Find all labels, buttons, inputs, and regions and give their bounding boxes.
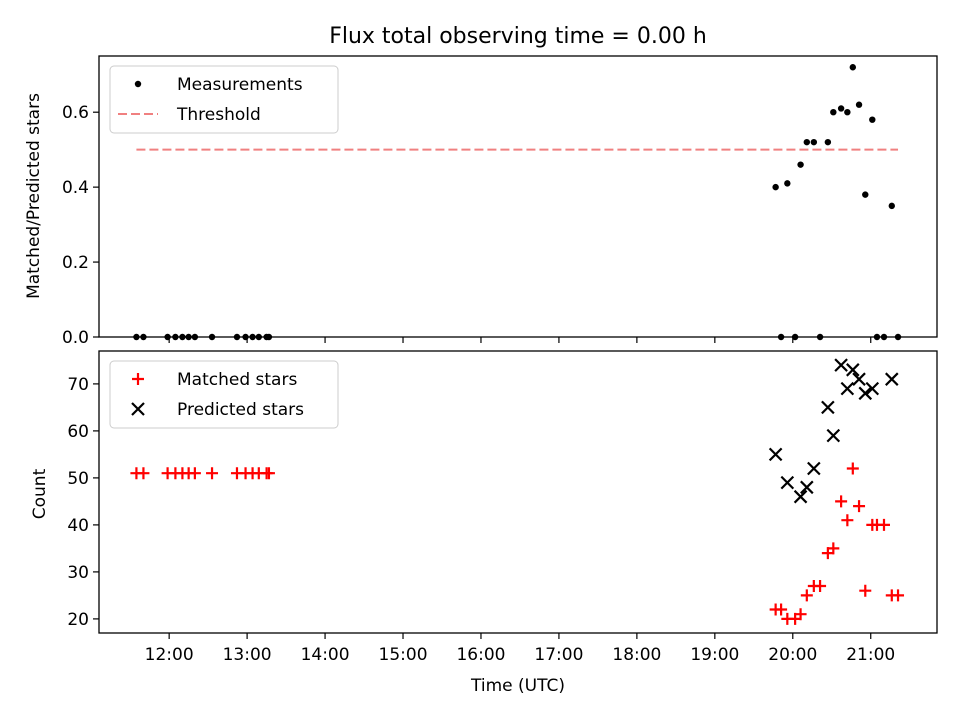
predicted-star-point — [768, 447, 783, 462]
predicted-star-point — [840, 381, 855, 396]
legend-matched-swatch — [132, 373, 144, 385]
measurement-point — [849, 64, 857, 71]
legend-label: Matched stars — [177, 370, 297, 390]
y-tick-label: 30 — [67, 563, 89, 583]
matched-star-point — [800, 589, 813, 602]
predicted-star-point — [800, 480, 814, 495]
legend-box — [109, 65, 339, 134]
measurement-point — [797, 161, 804, 168]
measurement-point — [837, 105, 845, 112]
measurement-point — [772, 183, 779, 191]
matched-star-point — [841, 514, 854, 527]
predicted-star-point — [780, 475, 795, 490]
matched-star-point — [827, 542, 840, 555]
matched-star-point — [775, 603, 788, 616]
bottom-panel: 20 30 40 50 60 70 12:00 13:00 14:00 15:00 16:00 17:… — [67, 350, 938, 665]
chart-title: Flux total observing time = 0.00 h — [329, 24, 707, 49]
axes-frame — [98, 350, 938, 634]
y-tick-label: 50 — [67, 469, 89, 489]
predicted-star-point — [858, 386, 873, 401]
legend-label: Measurements — [177, 75, 303, 95]
predicted-star-point — [793, 489, 808, 504]
matched-star-point — [853, 500, 866, 513]
x-tick-label: 21:00 — [846, 645, 895, 665]
x-tick-label: 14:00 — [301, 645, 350, 665]
top-panel: 0.0 0.2 0.4 0.6 Measurements Threshold — [62, 55, 938, 348]
x-tick-label: 16:00 — [456, 645, 505, 665]
legend-predicted-swatch — [131, 402, 145, 416]
x-tick-label: 19:00 — [690, 645, 739, 665]
y-tick-label: 0.2 — [62, 253, 89, 273]
y-tick-label: 60 — [67, 422, 89, 442]
matched-star-point — [188, 467, 201, 480]
matched-star-point — [206, 467, 219, 480]
measurement-point — [862, 191, 869, 198]
matched-star-point — [859, 584, 872, 597]
matched-star-point — [794, 608, 807, 621]
matched-star-point — [137, 467, 150, 480]
measurement-point — [888, 202, 895, 210]
y-tick-label: 40 — [67, 516, 89, 536]
matched-star-point — [892, 589, 905, 602]
predicted-star-point — [821, 400, 835, 415]
measurement-point — [824, 138, 832, 146]
legend-label: Predicted stars — [177, 400, 304, 420]
axes-frame — [98, 55, 938, 338]
measurement-point — [803, 138, 811, 146]
predicted-star-point — [865, 381, 880, 396]
matched-star-point — [262, 467, 275, 480]
x-tick-label: 13:00 — [223, 645, 272, 665]
measurement-point — [844, 109, 851, 116]
x-tick-label: 15:00 — [379, 645, 428, 665]
measurement-point — [784, 180, 791, 187]
y-tick-label: 0.4 — [62, 178, 89, 198]
x-axis-label: Time (UTC) — [470, 676, 565, 696]
matched-star-point — [814, 580, 827, 592]
y-tick-label: 0.0 — [62, 328, 89, 348]
measurement-point — [830, 109, 837, 116]
x-tick-label: 12:00 — [145, 645, 194, 665]
matched-star-point — [846, 462, 859, 475]
matched-star-point — [835, 495, 848, 508]
legend-label: Threshold — [176, 105, 261, 125]
measurement-point — [855, 101, 863, 108]
x-tick-label: 17:00 — [534, 645, 583, 665]
matched-star-point — [877, 518, 890, 531]
predicted-star-point — [807, 461, 821, 476]
predicted-star-point — [846, 363, 860, 377]
x-tick-label: 18:00 — [612, 645, 661, 665]
x-tick-label: 20:00 — [768, 645, 817, 665]
predicted-star-point — [885, 372, 899, 386]
bottom-y-axis-label: Count — [30, 468, 50, 519]
predicted-star-point — [834, 358, 848, 372]
y-tick-label: 20 — [67, 610, 89, 630]
y-tick-label: 0.6 — [62, 103, 89, 123]
top-y-axis-label: Matched/Predicted stars — [24, 93, 44, 299]
measurement-point — [869, 116, 876, 123]
legend-measurement-swatch — [134, 80, 142, 88]
legend-box — [109, 360, 339, 429]
measurement-point — [810, 138, 818, 146]
predicted-star-point — [826, 428, 841, 443]
y-tick-label: 70 — [67, 375, 89, 395]
predicted-star-point — [852, 372, 866, 386]
